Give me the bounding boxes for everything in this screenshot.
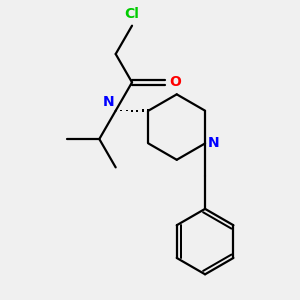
Text: Cl: Cl (124, 7, 140, 21)
Text: N: N (102, 95, 114, 109)
Text: O: O (170, 75, 182, 89)
Text: N: N (208, 136, 219, 150)
